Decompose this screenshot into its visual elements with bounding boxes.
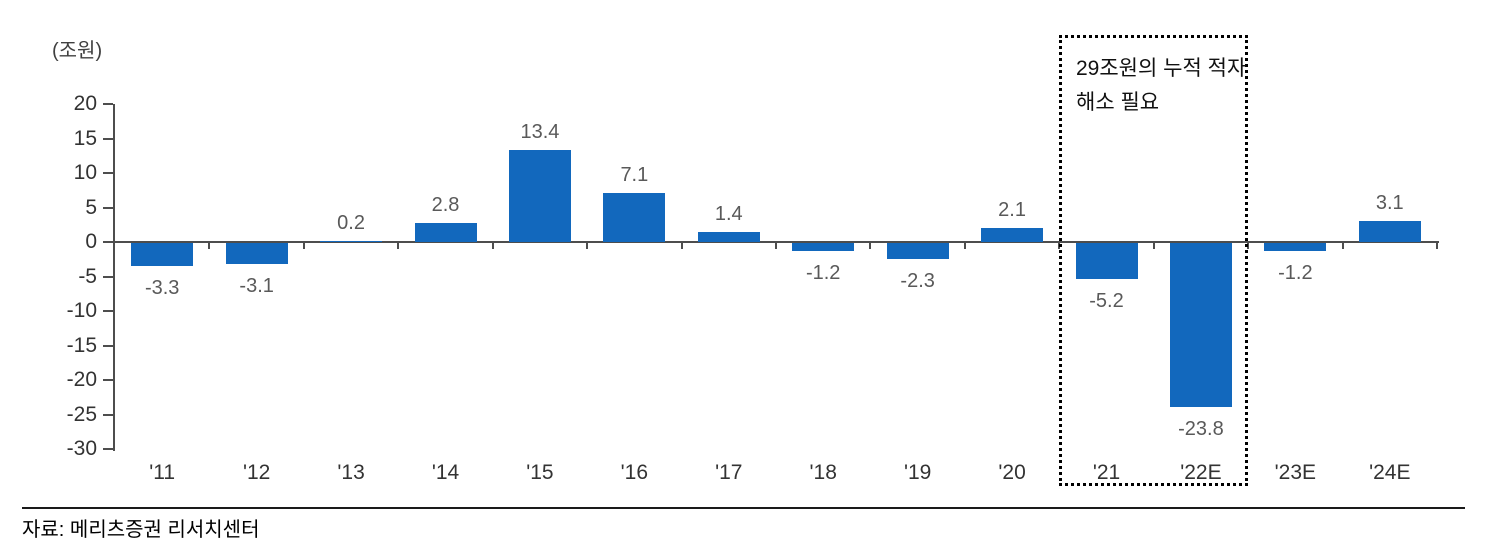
x-axis-label-'17: '17 bbox=[715, 461, 743, 484]
value-label-'14: 2.8 bbox=[431, 193, 460, 216]
x-tick-mark bbox=[869, 243, 872, 249]
value-label-'17: 1.4 bbox=[714, 203, 743, 226]
y-tick-label: -30 bbox=[66, 437, 97, 460]
y-tick-label: 10 bbox=[73, 161, 97, 184]
x-tick-mark bbox=[963, 243, 966, 249]
x-axis-label-'21: '21 bbox=[1092, 461, 1121, 484]
x-tick-mark bbox=[1341, 243, 1344, 249]
y-tick-mark bbox=[103, 448, 113, 450]
x-tick-mark bbox=[208, 243, 211, 249]
y-tick-label: -10 bbox=[66, 299, 97, 322]
y-tick-label: -5 bbox=[78, 264, 97, 288]
y-tick-mark bbox=[103, 241, 113, 243]
value-label-'22E: -23.8 bbox=[1178, 418, 1224, 441]
x-axis-label-'12: '12 bbox=[242, 461, 271, 484]
y-tick-label: -20 bbox=[66, 368, 97, 391]
value-label-'23E: -1.2 bbox=[1278, 262, 1313, 285]
value-label-'21: -5.2 bbox=[1089, 289, 1124, 312]
x-axis-label-'14: '14 bbox=[431, 461, 460, 484]
x-axis-label-'18: '18 bbox=[809, 461, 837, 484]
x-axis-label-'22E: '22E bbox=[1180, 461, 1222, 484]
value-label-'11: -3.3 bbox=[144, 276, 180, 299]
x-axis-label-'13: '13 bbox=[337, 461, 365, 484]
annotation-box bbox=[1059, 35, 1249, 486]
x-tick-mark bbox=[491, 243, 494, 249]
y-tick-label: 20 bbox=[73, 92, 97, 115]
x-axis-label-'19: '19 bbox=[903, 461, 932, 484]
y-tick-mark bbox=[103, 103, 113, 105]
value-label-'15: 13.4 bbox=[520, 120, 560, 143]
x-tick-mark bbox=[1152, 243, 1155, 249]
value-label-'12: -3.1 bbox=[239, 275, 274, 298]
bar-'15 bbox=[508, 149, 571, 242]
bar-'12 bbox=[225, 243, 288, 265]
value-label-'24E: 3.1 bbox=[1375, 191, 1404, 214]
y-axis-line bbox=[113, 104, 115, 451]
x-axis-label-'23E: '23E bbox=[1274, 461, 1317, 484]
x-tick-mark bbox=[397, 243, 400, 249]
y-axis-unit-label: (조원) bbox=[52, 40, 103, 62]
bar-'18 bbox=[792, 243, 855, 252]
y-tick-label: -15 bbox=[66, 333, 97, 357]
x-tick-mark bbox=[775, 243, 777, 249]
y-tick-label: 5 bbox=[85, 195, 97, 219]
y-tick-mark bbox=[103, 172, 113, 174]
x-tick-mark bbox=[1247, 243, 1250, 249]
y-tick-mark bbox=[103, 206, 113, 209]
x-tick-mark bbox=[302, 243, 305, 249]
bar-'13 bbox=[320, 240, 383, 242]
bar-'14 bbox=[414, 222, 477, 242]
value-label-'19: -2.3 bbox=[900, 269, 935, 292]
bar-'23E bbox=[1264, 243, 1327, 252]
bar-'24E bbox=[1358, 220, 1421, 242]
y-tick-label: 0 bbox=[85, 230, 97, 253]
y-tick-mark bbox=[103, 137, 113, 140]
x-axis-label-'16: '16 bbox=[620, 461, 649, 484]
annotation-line-2: 해소 필요 bbox=[1076, 91, 1160, 114]
y-tick-mark bbox=[103, 310, 113, 312]
bar-'16 bbox=[603, 193, 666, 242]
x-axis-label-'15: '15 bbox=[526, 461, 554, 484]
source-text: 자료: 메리츠증권 리서치센터 bbox=[22, 519, 260, 541]
y-tick-mark bbox=[103, 275, 113, 278]
value-label-'16: 7.1 bbox=[620, 164, 649, 186]
x-tick-mark bbox=[680, 243, 683, 249]
bar-'11 bbox=[131, 243, 194, 266]
bar-'17 bbox=[697, 232, 760, 242]
y-tick-mark bbox=[103, 344, 113, 347]
x-axis-zero-line bbox=[113, 241, 1439, 243]
y-tick-label: 15 bbox=[73, 126, 97, 150]
y-tick-label: -25 bbox=[66, 402, 97, 426]
x-tick-mark bbox=[1436, 243, 1438, 249]
annotation-line-1: 29조원의 누적 적자 bbox=[1076, 57, 1247, 80]
value-label-'13: 0.2 bbox=[337, 211, 365, 234]
x-tick-mark bbox=[586, 243, 589, 249]
bar-'22E bbox=[1169, 243, 1232, 408]
bar-'20 bbox=[981, 227, 1044, 242]
x-axis-label-'20: '20 bbox=[998, 461, 1026, 484]
bar-'19 bbox=[886, 243, 949, 259]
x-axis-label-'24E: '24E bbox=[1369, 461, 1411, 484]
value-label-'18: -1.2 bbox=[805, 262, 841, 285]
annotation-text: 29조원의 누적 적자 해소 필요 bbox=[1076, 52, 1251, 120]
x-axis-label-'11: '11 bbox=[149, 461, 176, 484]
y-tick-mark bbox=[103, 379, 113, 381]
source-divider-line bbox=[22, 507, 1465, 509]
bar-'21 bbox=[1075, 243, 1138, 279]
y-tick-mark bbox=[103, 413, 113, 416]
value-label-'20: 2.1 bbox=[998, 198, 1026, 221]
